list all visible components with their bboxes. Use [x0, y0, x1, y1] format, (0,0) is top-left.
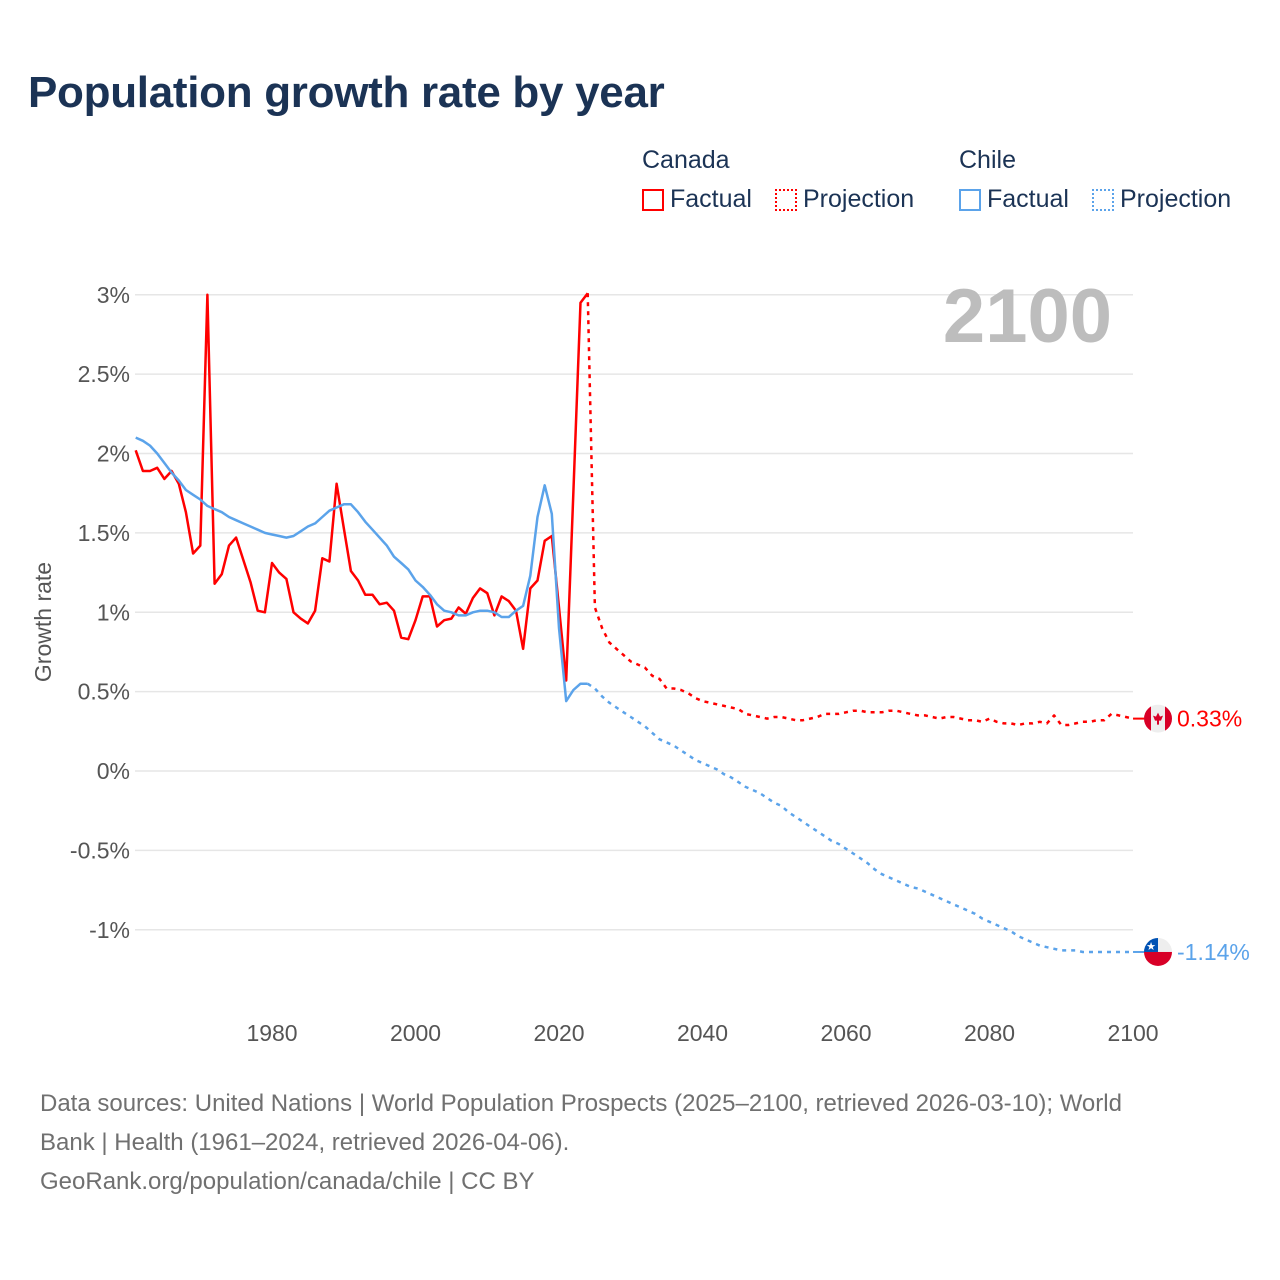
- star-icon: ★: [1146, 941, 1156, 953]
- legend-label: Factual: [987, 185, 1069, 213]
- y-tick-label: 1.5%: [78, 520, 130, 546]
- y-tick-label: -1%: [89, 917, 130, 943]
- x-tick-label: 2020: [533, 1020, 584, 1046]
- legend-label: Projection: [1120, 185, 1232, 213]
- chile-projection-line: [587, 682, 1133, 954]
- maple-leaf-icon: [1153, 712, 1163, 725]
- legend-chile-factual[interactable]: Factual: [959, 185, 1069, 214]
- legend-label: Factual: [670, 185, 752, 213]
- y-tick-label: -0.5%: [70, 837, 130, 863]
- x-tick-label: 2080: [964, 1020, 1015, 1046]
- current-year-label: 2100: [943, 274, 1112, 359]
- x-tick-label: 2040: [677, 1020, 728, 1046]
- canada-end-value: 0.33%: [1177, 706, 1242, 732]
- legend-chile-projection[interactable]: Projection: [1092, 185, 1231, 214]
- legend-group-canada: Canada: [642, 146, 730, 174]
- flag-body: [1144, 704, 1172, 733]
- legend-swatch-solid: [959, 188, 981, 211]
- canada-factual-line: [134, 292, 589, 682]
- chile-factual-line: [135, 436, 588, 703]
- flag-band: [1144, 704, 1151, 733]
- line-chart: 3% 2.5% 2% 1.5% 1% 0.5% 0% -0.5% -1% 1980 2000 2020…: [30, 274, 1250, 1046]
- legend-swatch-dotted: [775, 188, 797, 211]
- x-tick-label: 2060: [820, 1020, 871, 1046]
- legend-label: Projection: [803, 185, 915, 213]
- flag-body: ★: [1144, 937, 1172, 966]
- legend-swatch-solid: [642, 188, 664, 211]
- legend-canada-projection[interactable]: Projection: [775, 185, 914, 214]
- y-tick-label: 3%: [97, 282, 130, 308]
- legend-group-chile: Chile: [959, 146, 1016, 174]
- x-tick-label: 2000: [390, 1020, 441, 1046]
- y-tick-label: 0%: [97, 758, 130, 784]
- flag-band: [1144, 951, 1172, 966]
- footer-link[interactable]: GeoRank.org/population/canada/chile | CC…: [40, 1168, 535, 1195]
- y-axis-label: Growth rate: [30, 562, 56, 682]
- chile-end-value: -1.14%: [1177, 939, 1250, 965]
- y-tick-label: 2.5%: [78, 361, 130, 387]
- y-tick-label: 1%: [97, 599, 130, 625]
- x-tick-label: 2100: [1107, 1020, 1158, 1046]
- chile-flag-icon: ★: [1144, 937, 1172, 966]
- y-tick-label: 0.5%: [78, 679, 130, 705]
- chart-title: Population growth rate by year: [28, 68, 665, 117]
- legend-canada-factual[interactable]: Factual: [642, 185, 752, 214]
- flag-band: [1165, 704, 1172, 733]
- canada-flag-icon: [1144, 704, 1172, 733]
- y-tick-label: 2%: [97, 441, 130, 467]
- footer-sources-line1: Data sources: United Nations | World Pop…: [40, 1090, 1122, 1117]
- legend-swatch-dotted: [1092, 188, 1114, 211]
- footer-sources-line2: Bank | Health (1961–2024, retrieved 2026…: [40, 1129, 570, 1156]
- x-tick-label: 1980: [246, 1020, 297, 1046]
